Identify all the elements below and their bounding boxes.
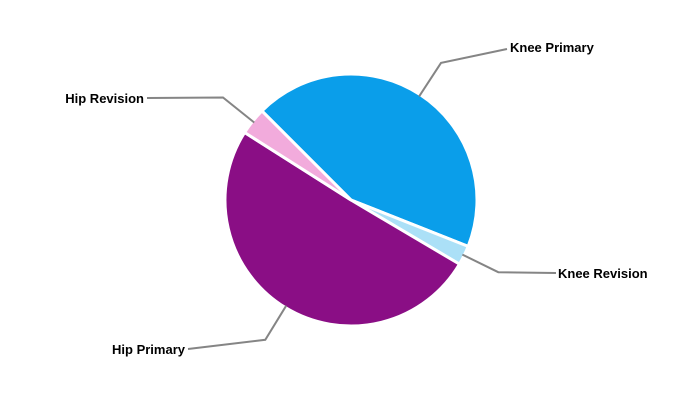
slice-label-hip-revision: Hip Revision (65, 91, 144, 106)
leader-line-knee-primary (418, 48, 508, 97)
leader-line-hip-revision (146, 96, 255, 124)
slice-label-hip-primary: Hip Primary (112, 342, 185, 357)
leader-line-hip-primary (187, 305, 288, 350)
slice-label-knee-primary: Knee Primary (510, 40, 594, 55)
leader-line-knee-revision (461, 253, 557, 274)
slice-label-knee-revision: Knee Revision (558, 266, 648, 281)
